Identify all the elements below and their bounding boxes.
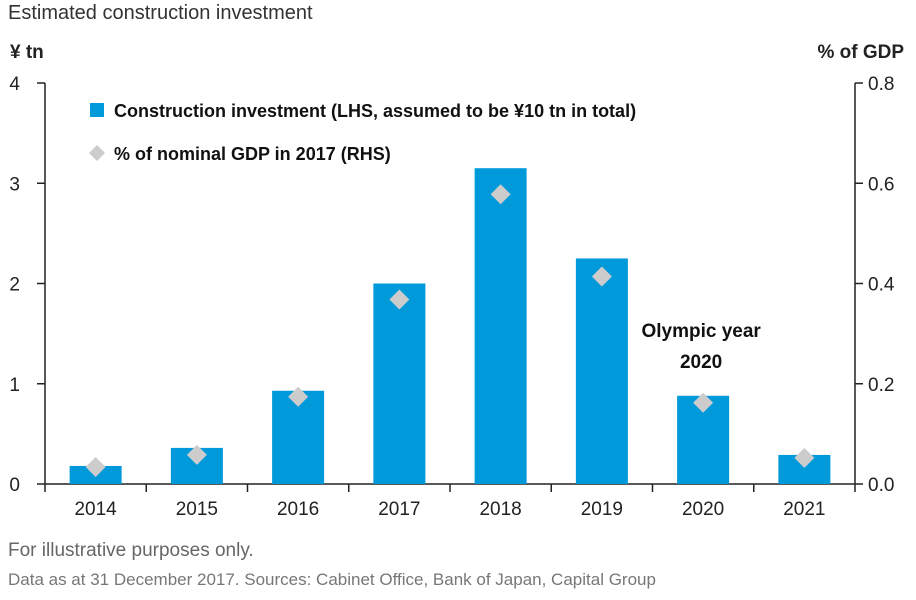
marker-2014 (85, 456, 106, 477)
x-tick-label: 2020 (682, 499, 724, 520)
legend-swatch-bar (90, 103, 104, 117)
marker-2018 (490, 184, 511, 205)
y-tick-label-left: 0 (9, 475, 20, 496)
markers (85, 184, 815, 477)
y-tick-label-right: 0.8 (868, 74, 894, 95)
y-tick-label-left: 1 (9, 375, 20, 396)
y-tick-label-left: 3 (9, 174, 20, 195)
marker-2017 (389, 289, 410, 310)
footer-source: Data as at 31 December 2017. Sources: Ca… (8, 570, 656, 589)
x-tick-label: 2017 (378, 499, 420, 520)
x-tick-label: 2018 (479, 499, 521, 520)
x-tick-label: 2014 (74, 499, 117, 520)
marker-2021 (794, 447, 815, 468)
footer-note: For illustrative purposes only. (8, 540, 254, 561)
legend: Construction investment (LHS, assumed to… (89, 101, 636, 164)
bar-2017 (373, 283, 426, 484)
legend-swatch-marker (89, 145, 105, 161)
marker-2019 (591, 266, 612, 287)
y-tick-label-right: 0.2 (868, 375, 894, 396)
x-tick-label: 2016 (277, 499, 319, 520)
y-tick-label-right: 0.6 (868, 174, 894, 195)
legend-label-bar: Construction investment (LHS, assumed to… (114, 101, 636, 121)
annotation-line-1: Olympic year (641, 321, 761, 342)
bar-2018 (474, 168, 527, 484)
chart-title: Estimated construction investment (8, 2, 313, 24)
legend-label-marker: % of nominal GDP in 2017 (RHS) (114, 144, 391, 164)
marker-2016 (288, 386, 309, 407)
axes: 0 1 2 3 4 0.0 0.2 0.4 0.6 0.8 ¥ tn % of GDP 2014 2015… (9, 42, 904, 520)
x-tick-label: 2015 (176, 499, 218, 520)
x-tick-label: 2021 (783, 499, 825, 520)
x-tick-label: 2019 (581, 499, 623, 520)
y-tick-label-right: 0.4 (868, 275, 895, 296)
y-tick-label-left: 2 (9, 275, 20, 296)
annotation-line-2: 2020 (680, 352, 722, 373)
y-axis-left-title: ¥ tn (10, 42, 44, 63)
marker-2020 (693, 392, 714, 413)
bar-2019 (575, 258, 628, 484)
annotation: Olympic year 2020 (641, 321, 761, 373)
chart: 0 1 2 3 4 0.0 0.2 0.4 0.6 0.8 ¥ tn % of GDP 2014 2015… (9, 42, 904, 520)
y-tick-label-right: 0.0 (868, 475, 894, 496)
marker-2015 (186, 444, 207, 465)
y-axis-right-title: % of GDP (817, 42, 904, 63)
y-tick-label-left: 4 (9, 74, 20, 95)
